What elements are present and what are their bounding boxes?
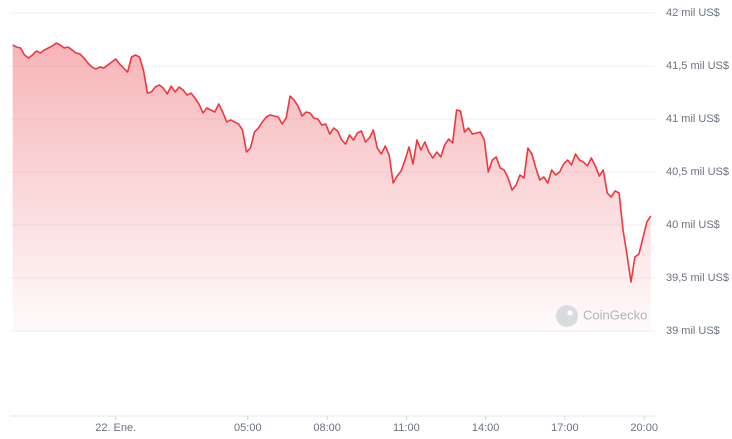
x-tick-label: 11:00 [393, 422, 420, 434]
watermark-logo [556, 305, 578, 327]
plot [12, 42, 652, 331]
watermark-logo-eye [567, 310, 573, 316]
area [12, 43, 651, 331]
y-tick-label: 41,5 mil US$ [666, 60, 729, 72]
x-tick-label: 14:00 [472, 422, 500, 434]
x-tick-label: 22. Ene. [95, 422, 136, 434]
price-line [12, 42, 652, 283]
x-tick-label: 08:00 [313, 422, 341, 434]
y-tick-label: 40,5 mil US$ [666, 166, 729, 178]
x-tick-label: 20:00 [630, 422, 658, 434]
y-tick-label: 40 mil US$ [666, 219, 720, 231]
y-tick-label: 39,5 mil US$ [666, 272, 729, 284]
watermark: CoinGecko [556, 305, 647, 327]
y-tick-label: 41 mil US$ [666, 113, 720, 125]
watermark-text: CoinGecko [583, 307, 647, 322]
x-tick-label: 17:00 [551, 422, 579, 434]
y-tick-label: 39 mil US$ [666, 325, 720, 337]
x-tick-label: 05:00 [234, 422, 262, 434]
y-tick-label: 42 mil US$ [666, 7, 720, 19]
